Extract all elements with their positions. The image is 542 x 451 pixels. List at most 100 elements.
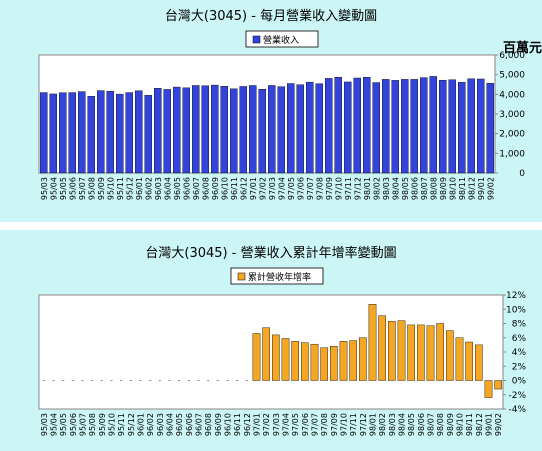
bar [457, 82, 466, 174]
bar [305, 81, 314, 174]
x-tick-label: 98/05 [401, 177, 410, 200]
x-tick-label: 96/04 [166, 413, 175, 436]
x-tick-label: 99/02 [486, 177, 495, 200]
x-tick-label: 96/01 [135, 177, 144, 200]
bar [262, 327, 270, 381]
y-tick-label: 2% [512, 362, 527, 372]
bar [144, 95, 153, 174]
bar [239, 86, 248, 174]
y-tick-label: 4% [512, 348, 527, 358]
x-tick-label: 97/01 [253, 413, 262, 436]
y-tick-label: 6,000 [499, 51, 525, 61]
bar [77, 91, 86, 174]
bar [372, 82, 381, 174]
x-tick-label: 95/03 [40, 177, 49, 200]
x-tick-label: 98/09 [439, 177, 448, 200]
x-tick-label: 95/07 [79, 413, 88, 436]
x-tick-label: 95/04 [49, 177, 58, 200]
bar [381, 79, 390, 174]
bar [320, 347, 328, 381]
x-tick-label: 99/02 [494, 413, 503, 436]
bar [455, 337, 464, 381]
y-tick-label: 8% [512, 320, 527, 330]
legend-swatch [252, 35, 261, 44]
bar [410, 79, 419, 174]
bar [291, 341, 299, 381]
bar [407, 324, 415, 381]
x-tick-label: 97/08 [320, 413, 329, 436]
bar [315, 83, 324, 174]
bar [115, 93, 124, 174]
x-tick-label: 97/06 [296, 177, 305, 200]
x-tick-label: 98/05 [407, 413, 416, 436]
x-tick-label: 99/01 [477, 177, 486, 200]
bar [446, 330, 454, 381]
bar [258, 89, 267, 174]
x-tick-label: 96/06 [182, 177, 191, 200]
x-tick-label: 97/12 [359, 413, 368, 436]
bar [362, 77, 371, 174]
x-tick-label: 98/02 [372, 177, 381, 200]
bar [494, 380, 502, 390]
bar [96, 90, 105, 174]
bar [229, 88, 238, 174]
bar [465, 341, 473, 381]
x-tick-label: 96/03 [156, 413, 165, 436]
x-tick-label: 95/03 [40, 413, 49, 436]
x-tick-label: 97/10 [334, 177, 343, 200]
bar [429, 76, 438, 174]
bar [210, 84, 219, 174]
x-tick-label: 96/10 [220, 177, 229, 200]
x-tick-label: 97/08 [315, 177, 324, 200]
bar [49, 93, 58, 174]
bar [400, 79, 409, 174]
plot-area [38, 294, 504, 410]
bar [426, 325, 435, 381]
legend-box [245, 30, 319, 48]
x-tick-label: 95/09 [98, 413, 107, 436]
y-tick-label: 3,000 [499, 110, 525, 120]
chart-title: 台灣大(3045) - 營業收入累計年增率變動圖 [145, 245, 396, 261]
bar [438, 79, 447, 174]
legend-label: 累計營收年增率 [248, 271, 311, 283]
x-tick-label: 98/08 [429, 177, 438, 200]
legend-label: 營業收入 [263, 34, 299, 46]
x-tick-label: 96/12 [243, 413, 252, 436]
x-tick-label: 95/11 [116, 177, 125, 200]
bar [191, 85, 200, 174]
x-tick-label: 95/12 [127, 413, 136, 436]
x-tick-label: 95/05 [59, 413, 68, 436]
x-tick-label: 97/05 [287, 177, 296, 200]
bar [324, 78, 333, 174]
x-tick-label: 97/04 [277, 177, 286, 200]
x-tick-label: 96/08 [201, 177, 210, 200]
x-tick-label: 96/06 [185, 413, 194, 436]
bar [87, 96, 96, 174]
x-tick-label: 98/01 [369, 413, 378, 436]
bar [310, 343, 319, 381]
x-tick-label: 96/07 [195, 413, 204, 436]
bar [163, 89, 172, 174]
revenue-chart-panel: 台灣大(3045) - 每月營業收入變動圖 營業收入 百萬元 0 1,000 2,000 3… [0, 0, 542, 222]
x-tick-label: 97/11 [344, 177, 353, 200]
x-tick-label: 96/11 [230, 177, 239, 200]
bar [301, 342, 309, 381]
bar [134, 90, 143, 174]
bar [252, 333, 261, 381]
y-tick-label: 4,000 [499, 90, 525, 100]
bar [334, 77, 343, 174]
y-tick-label: -4% [508, 405, 526, 415]
x-tick-label: 97/03 [268, 177, 277, 200]
y-tick-label: 2,000 [499, 130, 525, 140]
x-tick-label: 97/02 [258, 177, 267, 200]
x-tick-label: 97/07 [306, 177, 315, 200]
x-tick-label: 95/11 [117, 413, 126, 436]
bar [388, 321, 396, 381]
bar [296, 84, 305, 174]
x-tick-label: 98/04 [398, 413, 407, 436]
x-tick-label: 96/05 [173, 177, 182, 200]
bar [201, 85, 210, 174]
